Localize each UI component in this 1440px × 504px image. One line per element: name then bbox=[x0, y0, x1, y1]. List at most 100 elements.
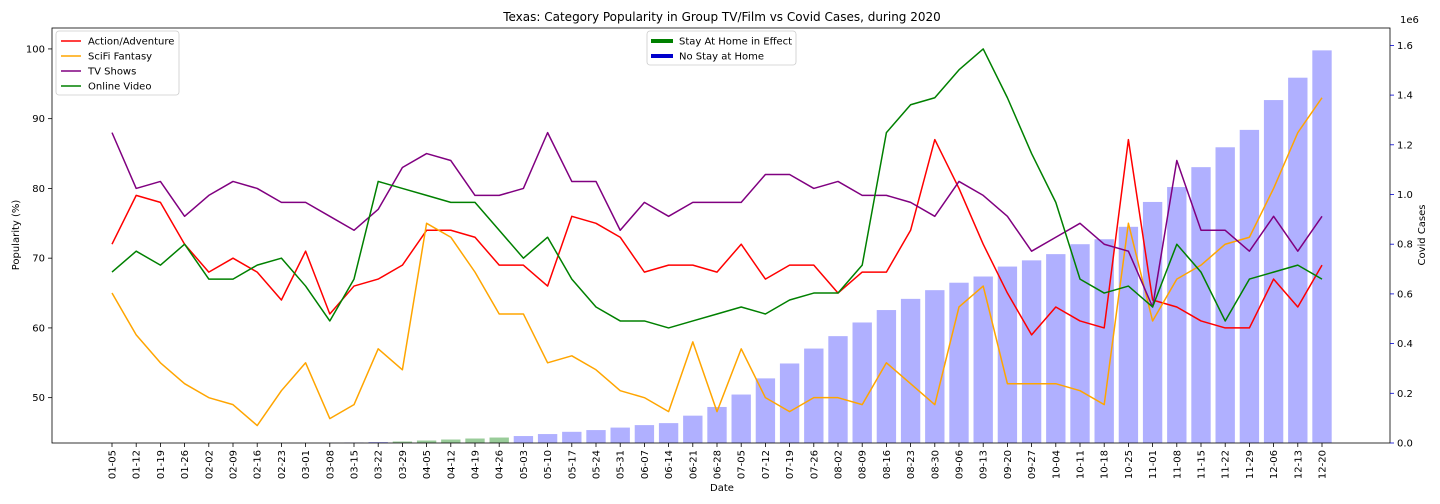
x-tick-label: 10-18 bbox=[1100, 450, 1111, 479]
x-tick-label: 08-16 bbox=[882, 450, 893, 479]
x-tick-label: 05-31 bbox=[616, 450, 627, 479]
x-tick-label: 07-05 bbox=[737, 450, 748, 479]
x-tick-label: 11-29 bbox=[1245, 450, 1256, 479]
x-tick-label: 10-04 bbox=[1051, 450, 1062, 479]
y-tick-label: 80 bbox=[32, 184, 45, 195]
covid-bar bbox=[489, 437, 509, 443]
x-tick-label: 03-29 bbox=[398, 450, 409, 479]
x-tick-label: 08-02 bbox=[834, 450, 845, 479]
covid-bar bbox=[1118, 226, 1139, 443]
x-tick-label: 11-01 bbox=[1148, 450, 1159, 479]
covid-bar bbox=[828, 336, 848, 443]
covid-bar bbox=[876, 310, 897, 443]
x-tick-label: 06-14 bbox=[664, 450, 675, 479]
x-tick-label: 11-08 bbox=[1172, 450, 1183, 479]
x-tick-label: 09-27 bbox=[1027, 450, 1038, 479]
covid-bar bbox=[707, 406, 727, 443]
x-tick-label: 08-23 bbox=[906, 450, 917, 479]
covid-bar bbox=[586, 430, 606, 443]
x-tick-label: 01-12 bbox=[132, 450, 143, 479]
covid-bar bbox=[1239, 129, 1260, 443]
y-tick-label: 90 bbox=[32, 114, 45, 125]
x-tick-label: 12-06 bbox=[1269, 450, 1280, 479]
y2-tick-label: 0.6 bbox=[1397, 289, 1413, 300]
x-axis-label: Date bbox=[710, 483, 734, 494]
y2-tick-label: 0.8 bbox=[1397, 240, 1413, 251]
y2-axis-label: Covid Cases bbox=[1417, 204, 1428, 265]
x-tick-label: 08-09 bbox=[858, 450, 869, 479]
covid-bar bbox=[1167, 187, 1187, 443]
covid-bar bbox=[900, 298, 921, 443]
legend-box bbox=[55, 30, 180, 96]
covid-bar bbox=[562, 431, 582, 443]
x-tick-label: 02-09 bbox=[229, 450, 240, 479]
x-tick-label: 05-17 bbox=[567, 450, 578, 479]
x-tick-label: 04-05 bbox=[422, 450, 433, 479]
covid-bar bbox=[1021, 260, 1042, 443]
covid-bar bbox=[852, 322, 872, 443]
covid-bar bbox=[416, 440, 437, 443]
x-tick-label: 02-23 bbox=[277, 450, 288, 479]
covid-bar bbox=[925, 290, 945, 443]
legend-entry: Stay At Home in Effect bbox=[679, 37, 792, 48]
legend-entry: TV Shows bbox=[87, 67, 136, 78]
legend-entry: Online Video bbox=[88, 82, 151, 93]
x-tick-label: 04-12 bbox=[446, 450, 457, 479]
y2-tick-label: 1.6 bbox=[1397, 41, 1413, 52]
x-tick-label: 05-10 bbox=[543, 450, 554, 479]
x-tick-label: 09-20 bbox=[1003, 450, 1014, 479]
x-tick-label: 06-28 bbox=[713, 450, 724, 479]
covid-bar bbox=[513, 436, 534, 443]
y2-tick-label: 0.2 bbox=[1397, 389, 1413, 400]
x-tick-label: 09-06 bbox=[955, 450, 966, 479]
x-tick-label: 08-30 bbox=[930, 450, 941, 479]
x-tick-label: 03-22 bbox=[374, 450, 385, 479]
covid-bar bbox=[392, 441, 413, 443]
x-tick-label: 05-03 bbox=[519, 450, 530, 479]
covid-bar bbox=[441, 439, 461, 443]
covid-bar bbox=[368, 442, 388, 443]
x-tick-label: 05-24 bbox=[592, 450, 603, 479]
legend-entry: Action/Adventure bbox=[88, 37, 174, 48]
legend-entry: No Stay at Home bbox=[679, 52, 764, 63]
covid-bar bbox=[465, 438, 485, 443]
y-tick-label: 60 bbox=[32, 323, 45, 334]
y-tick-label: 70 bbox=[32, 254, 45, 265]
covid-bar bbox=[658, 423, 679, 443]
x-tick-label: 11-15 bbox=[1197, 450, 1208, 479]
covid-bar bbox=[997, 266, 1018, 443]
y-tick-label: 50 bbox=[32, 393, 45, 404]
x-tick-label: 10-25 bbox=[1124, 450, 1135, 479]
x-tick-label: 02-16 bbox=[253, 450, 264, 479]
covid-bar bbox=[779, 363, 800, 443]
covid-bar bbox=[755, 378, 776, 443]
covid-bar bbox=[1215, 147, 1235, 443]
x-tick-label: 06-07 bbox=[640, 450, 651, 479]
x-tick-label: 07-19 bbox=[785, 450, 796, 479]
covid-bar bbox=[949, 282, 969, 443]
x-tick-label: 12-13 bbox=[1293, 450, 1304, 479]
y2-tick-label: 1.0 bbox=[1397, 190, 1413, 201]
legend-entry: SciFi Fantasy bbox=[88, 52, 152, 63]
y2-tick-label: 1.2 bbox=[1397, 140, 1413, 151]
covid-bar bbox=[1142, 201, 1163, 443]
y-axis-label: Popularity (%) bbox=[11, 200, 22, 271]
x-tick-label: 03-01 bbox=[301, 450, 312, 479]
x-tick-label: 07-12 bbox=[761, 450, 772, 479]
covid-bar bbox=[973, 276, 993, 443]
y2-offset-text: 1e6 bbox=[1400, 15, 1419, 26]
chart-title: Texas: Category Popularity in Group TV/F… bbox=[502, 10, 941, 24]
legend-box bbox=[646, 30, 797, 66]
x-tick-label: 02-02 bbox=[204, 450, 215, 479]
covid-bar bbox=[537, 434, 558, 443]
y-tick-label: 100 bbox=[26, 44, 45, 55]
covid-bar bbox=[1046, 254, 1066, 443]
series-line bbox=[111, 138, 1323, 336]
covid-bar bbox=[1070, 244, 1090, 443]
series-line bbox=[111, 48, 1323, 329]
x-tick-label: 12-20 bbox=[1318, 450, 1329, 479]
covid-bar bbox=[1312, 50, 1332, 444]
x-tick-label: 06-21 bbox=[688, 450, 699, 479]
y2-tick-label: 0.4 bbox=[1397, 339, 1413, 350]
